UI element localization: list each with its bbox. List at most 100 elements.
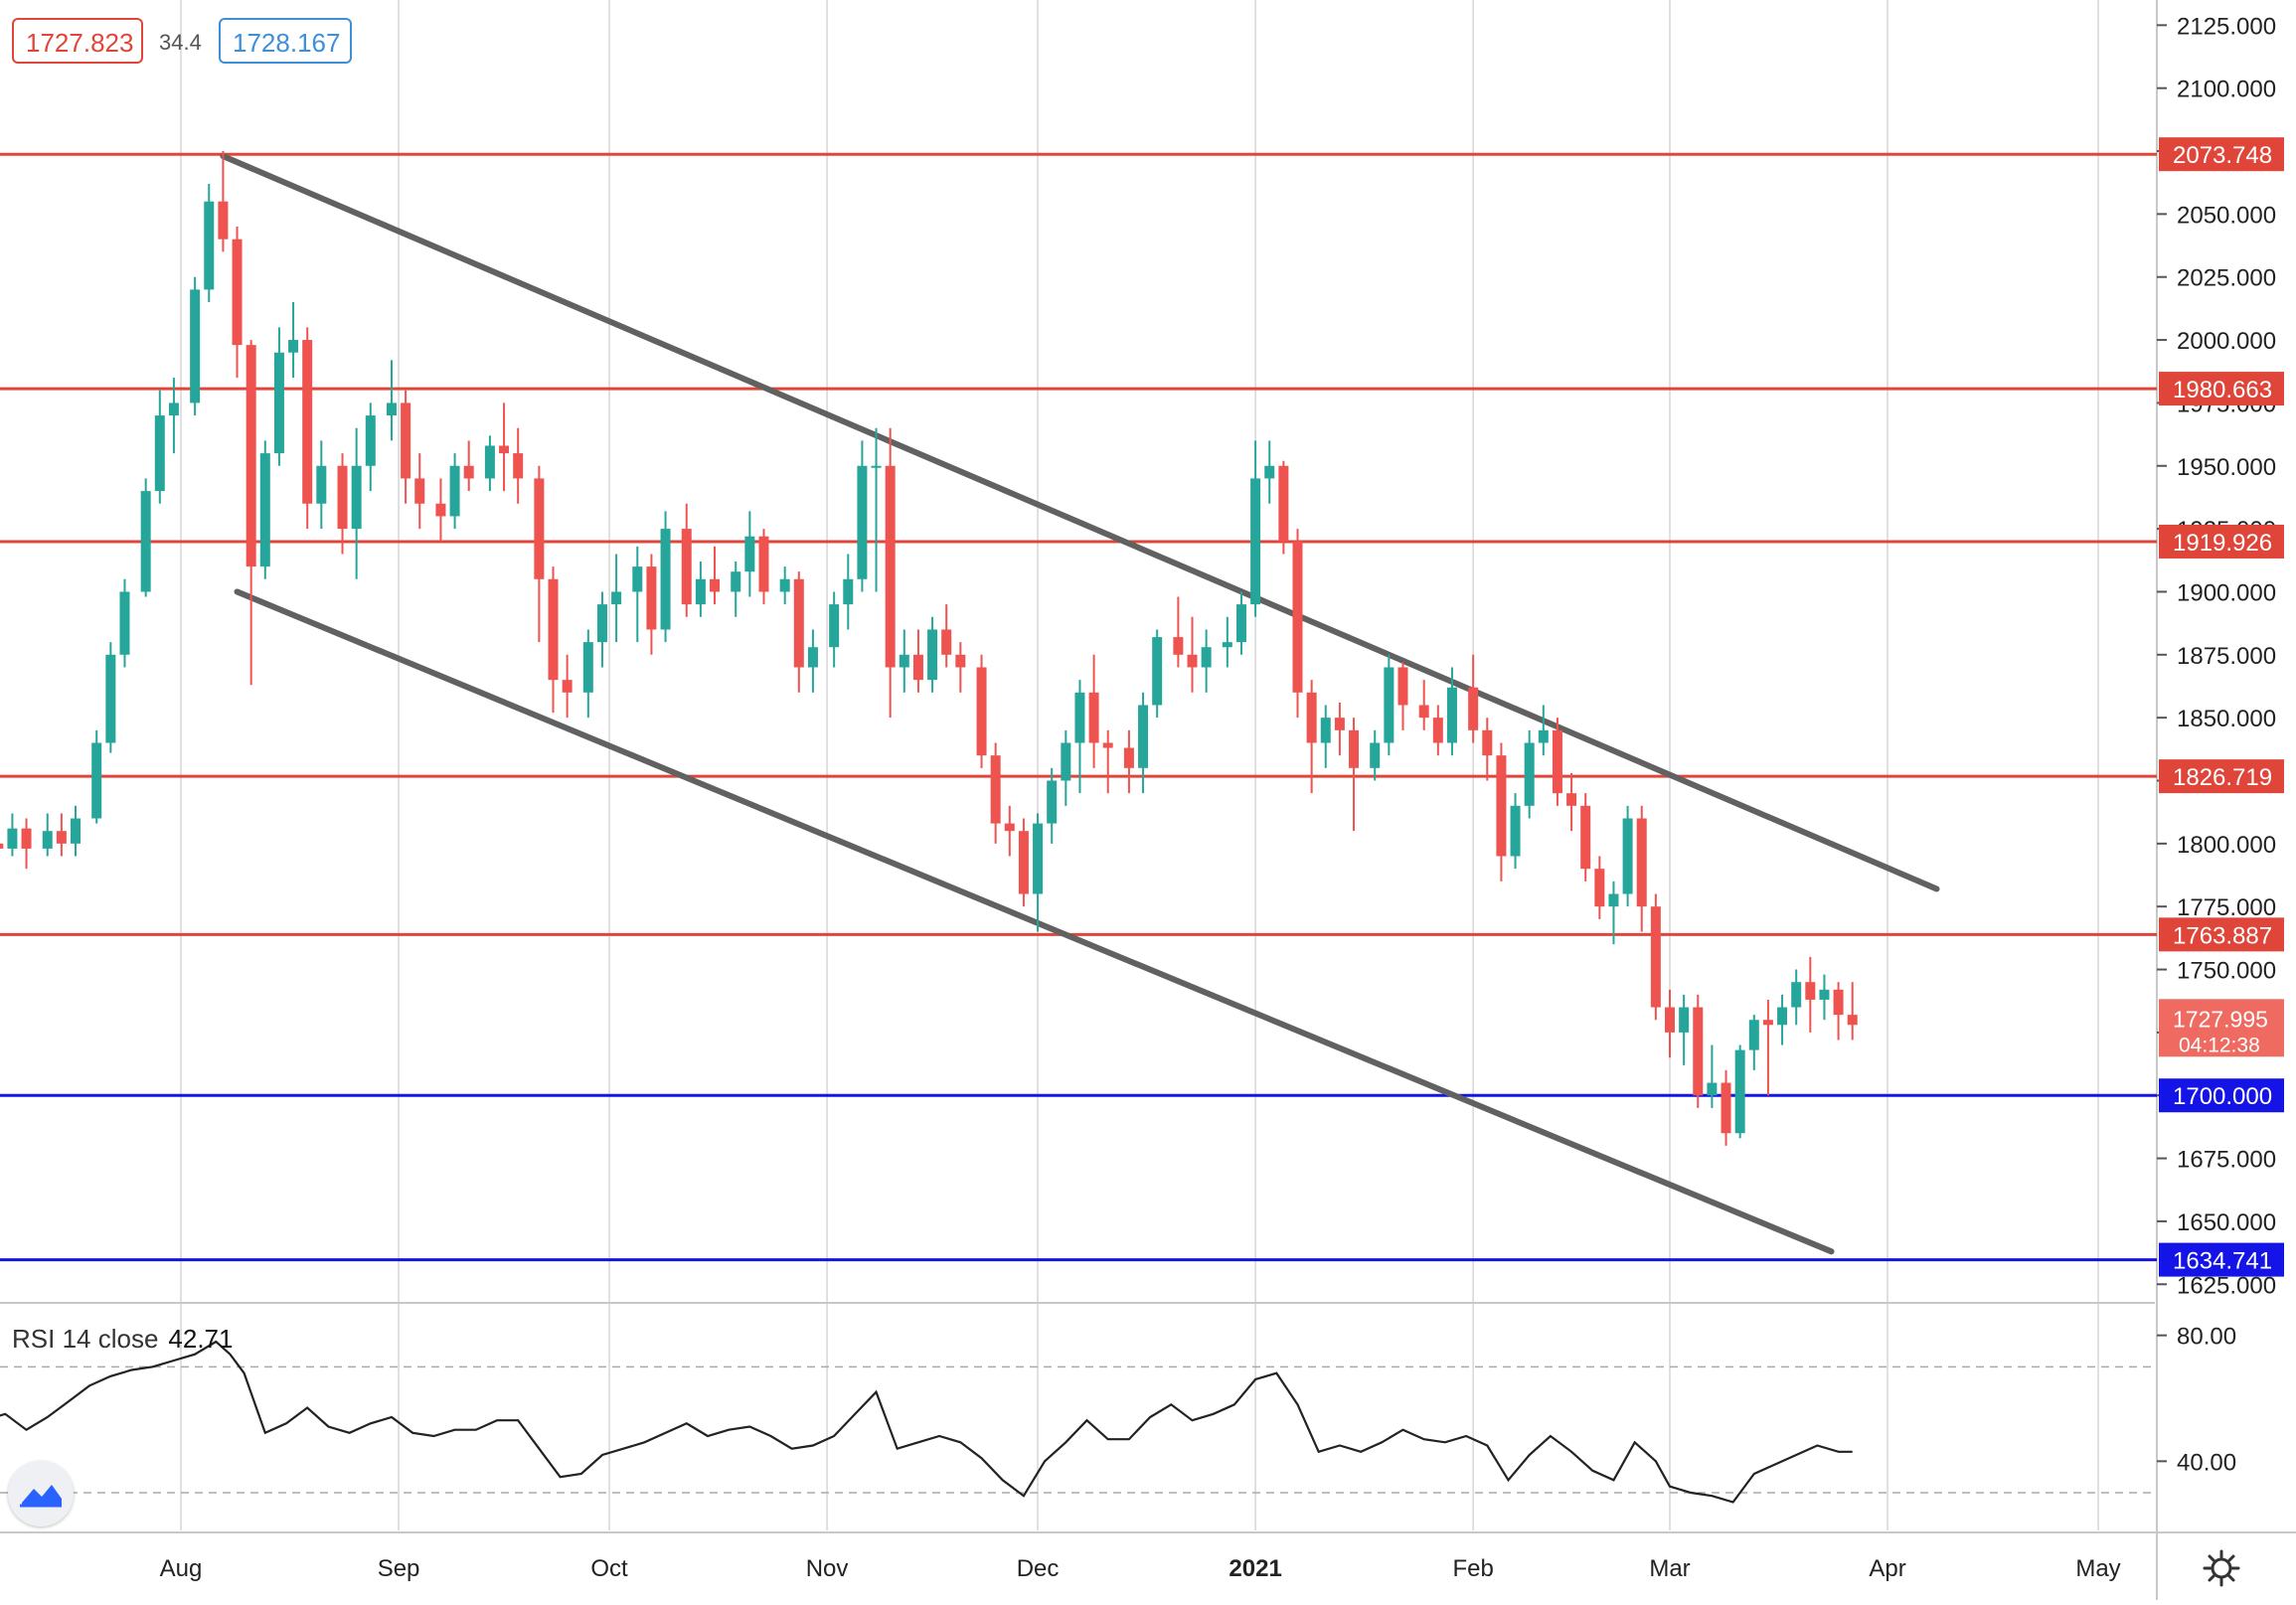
- candle-body[interactable]: [534, 478, 545, 579]
- candle-body[interactable]: [386, 402, 397, 416]
- candle-body[interactable]: [611, 591, 622, 605]
- candle-body[interactable]: [1496, 755, 1507, 857]
- candle-body[interactable]: [976, 667, 987, 756]
- candle-body[interactable]: [1566, 793, 1577, 806]
- candle-body[interactable]: [1320, 718, 1331, 743]
- candle-body[interactable]: [71, 818, 82, 844]
- channel-trend-line[interactable]: [234, 588, 1835, 1255]
- candle-body[interactable]: [337, 465, 348, 530]
- candle-body[interactable]: [1580, 805, 1591, 870]
- candle-body[interactable]: [154, 415, 165, 492]
- candle-body[interactable]: [1370, 742, 1381, 768]
- candle-body[interactable]: [1278, 465, 1289, 542]
- candle-body[interactable]: [1033, 823, 1044, 894]
- candle-body[interactable]: [1446, 687, 1457, 743]
- candle-body[interactable]: [1061, 742, 1071, 781]
- candle-body[interactable]: [1538, 729, 1549, 743]
- candle-body[interactable]: [681, 529, 692, 605]
- candle-body[interactable]: [91, 742, 102, 819]
- candle-body[interactable]: [1762, 1020, 1773, 1026]
- candle-body[interactable]: [435, 503, 446, 517]
- candle-body[interactable]: [140, 491, 151, 592]
- candle-body[interactable]: [1306, 692, 1317, 743]
- candle-body[interactable]: [1074, 692, 1085, 743]
- candle-body[interactable]: [807, 647, 818, 668]
- candle-body[interactable]: [1004, 823, 1015, 832]
- candle-body[interactable]: [1152, 637, 1163, 706]
- candle-body[interactable]: [779, 578, 790, 592]
- candle-body[interactable]: [1432, 718, 1443, 743]
- ask-price-box[interactable]: 1728.167: [219, 18, 352, 64]
- candle-body[interactable]: [562, 680, 573, 693]
- candle-body[interactable]: [955, 654, 966, 668]
- candle-body[interactable]: [499, 445, 510, 454]
- rsi-line[interactable]: [0, 1340, 1853, 1504]
- candle-body[interactable]: [710, 578, 721, 592]
- candle-body[interactable]: [912, 654, 923, 681]
- candle-body[interactable]: [843, 578, 854, 605]
- candle-body[interactable]: [1349, 729, 1360, 768]
- candle-body[interactable]: [660, 529, 671, 630]
- candle-body[interactable]: [1334, 718, 1345, 730]
- candle-body[interactable]: [596, 604, 607, 643]
- candle-body[interactable]: [857, 465, 868, 579]
- gear-icon[interactable]: [2202, 1548, 2241, 1588]
- candle-body[interactable]: [1721, 1082, 1731, 1134]
- candle-body[interactable]: [1734, 1049, 1745, 1134]
- candle-body[interactable]: [1047, 780, 1058, 824]
- candle-body[interactable]: [1292, 541, 1303, 693]
- candle-body[interactable]: [646, 566, 657, 630]
- candle-body[interactable]: [365, 415, 376, 466]
- candle-body[interactable]: [316, 465, 327, 504]
- candle-body[interactable]: [1201, 647, 1212, 668]
- candle-body[interactable]: [1222, 642, 1232, 648]
- candle-body[interactable]: [1693, 1007, 1704, 1096]
- candle-body[interactable]: [1187, 654, 1198, 668]
- candle-body[interactable]: [758, 536, 769, 592]
- candle-body[interactable]: [1791, 982, 1802, 1008]
- candle-body[interactable]: [21, 828, 32, 849]
- candle-body[interactable]: [548, 578, 559, 681]
- candle-body[interactable]: [829, 604, 840, 648]
- candle-body[interactable]: [1088, 692, 1099, 743]
- candle-body[interactable]: [1264, 465, 1275, 479]
- candle-body[interactable]: [288, 340, 299, 353]
- candle-body[interactable]: [1510, 805, 1521, 857]
- candle-body[interactable]: [885, 465, 896, 668]
- candle-body[interactable]: [1665, 1007, 1675, 1033]
- candle-body[interactable]: [302, 340, 313, 504]
- candle-body[interactable]: [1418, 705, 1429, 719]
- candle-body[interactable]: [7, 828, 18, 849]
- candle-body[interactable]: [513, 453, 524, 479]
- candle-body[interactable]: [1173, 637, 1184, 655]
- candle-body[interactable]: [1608, 893, 1619, 907]
- candle-body[interactable]: [1679, 1007, 1690, 1033]
- candle-body[interactable]: [1018, 831, 1029, 894]
- channel-trend-line[interactable]: [220, 153, 1940, 892]
- candle-body[interactable]: [218, 201, 229, 240]
- candle-body[interactable]: [119, 591, 130, 655]
- candle-body[interactable]: [731, 571, 741, 592]
- candle-body[interactable]: [1397, 667, 1408, 706]
- candle-body[interactable]: [1748, 1020, 1759, 1050]
- candle-body[interactable]: [1250, 478, 1261, 605]
- candle-body[interactable]: [927, 629, 938, 681]
- candle-body[interactable]: [1482, 729, 1493, 756]
- candle-body[interactable]: [401, 402, 411, 479]
- candle-body[interactable]: [793, 578, 804, 668]
- candle-body[interactable]: [105, 654, 116, 743]
- candle-body[interactable]: [0, 843, 4, 849]
- candle-body[interactable]: [351, 465, 362, 530]
- candle-body[interactable]: [871, 465, 882, 468]
- bid-price-box[interactable]: 1727.823: [12, 18, 143, 64]
- candle-body[interactable]: [1777, 1007, 1788, 1026]
- candle-body[interactable]: [42, 831, 53, 849]
- candle-body[interactable]: [1622, 818, 1633, 894]
- candle-body[interactable]: [273, 352, 284, 454]
- candle-body[interactable]: [744, 536, 755, 572]
- candle-body[interactable]: [204, 201, 215, 290]
- tradingview-logo-icon[interactable]: [8, 1461, 74, 1526]
- candle-body[interactable]: [941, 629, 952, 655]
- candle-body[interactable]: [899, 654, 909, 668]
- candle-body[interactable]: [1805, 982, 1816, 1000]
